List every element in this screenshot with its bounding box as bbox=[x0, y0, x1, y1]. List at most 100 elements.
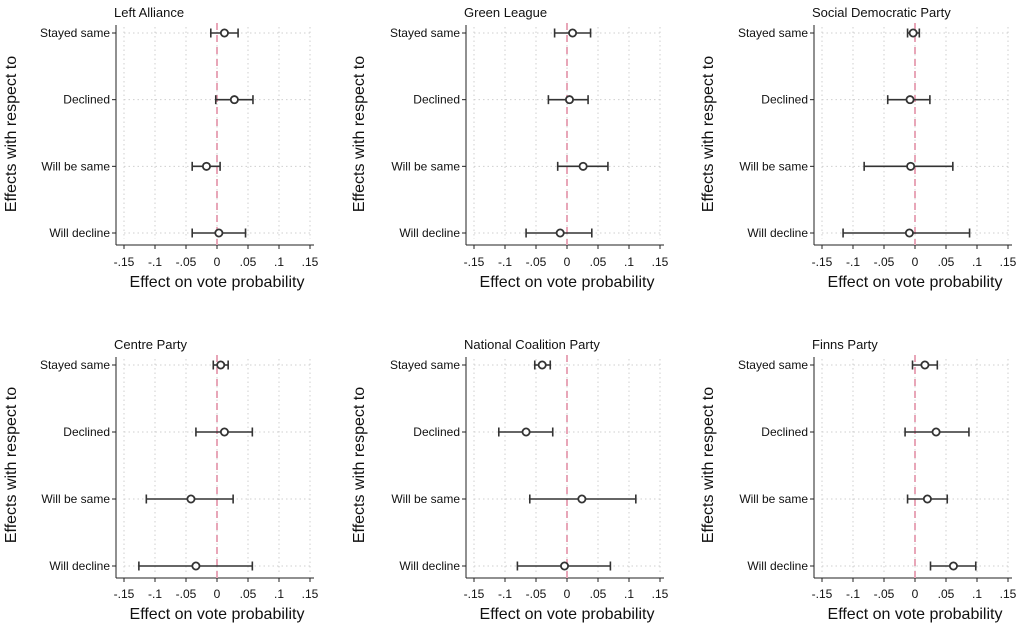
panel-centre-party: Centre Party -.15 -.1 -.05 0 .05 .1 .15 Stayed s… bbox=[3, 337, 319, 623]
x-tick-label: -.1 bbox=[846, 255, 860, 269]
point-estimate bbox=[564, 95, 574, 105]
y-tick-label: Declined bbox=[413, 93, 460, 107]
x-tick-label: -.05 bbox=[176, 587, 197, 601]
point-estimate bbox=[186, 494, 196, 504]
y-axis-label: Effects with respect to bbox=[3, 387, 20, 543]
point-estimate bbox=[577, 494, 587, 504]
y-tick-label: Stayed same bbox=[390, 26, 460, 40]
x-tick-label: .05 bbox=[590, 587, 607, 601]
x-tick-label: .1 bbox=[972, 255, 982, 269]
y-axis-label: Effects with respect to bbox=[351, 56, 368, 212]
point-estimate bbox=[191, 561, 201, 571]
x-tick-label: 0 bbox=[214, 255, 221, 269]
y-axis-label: Effects with respect to bbox=[700, 387, 717, 543]
point-estimate bbox=[906, 161, 916, 171]
y-axis-label: Effects with respect to bbox=[700, 56, 717, 212]
x-tick-label: .15 bbox=[302, 255, 319, 269]
x-axis-label: Effect on vote probability bbox=[130, 606, 305, 623]
x-tick-label: -.15 bbox=[114, 587, 135, 601]
y-tick-label: Will decline bbox=[747, 559, 808, 573]
y-tick-label: Stayed same bbox=[40, 358, 110, 372]
y-tick-label: Will be same bbox=[739, 492, 808, 506]
x-tick-label: -.05 bbox=[874, 255, 895, 269]
x-tick-label: -.15 bbox=[812, 587, 833, 601]
x-tick-label: -.1 bbox=[498, 255, 512, 269]
x-axis-label: Effect on vote probability bbox=[130, 274, 305, 291]
panel-title: National Coalition Party bbox=[464, 337, 600, 352]
x-tick-label: .15 bbox=[652, 255, 669, 269]
point-estimate bbox=[201, 161, 211, 171]
point-estimate bbox=[555, 228, 565, 238]
point-estimate bbox=[948, 561, 958, 571]
x-tick-label: .1 bbox=[274, 587, 284, 601]
y-tick-label: Stayed same bbox=[738, 26, 808, 40]
y-tick-label: Declined bbox=[63, 93, 110, 107]
point-estimate bbox=[216, 360, 226, 370]
y-tick-label: Will decline bbox=[49, 559, 110, 573]
x-tick-label: .1 bbox=[274, 255, 284, 269]
x-tick-label: .1 bbox=[624, 255, 634, 269]
panel-title: Finns Party bbox=[812, 337, 878, 352]
y-tick-label: Declined bbox=[63, 425, 110, 439]
point-estimate bbox=[568, 28, 578, 38]
x-tick-label: 0 bbox=[564, 255, 571, 269]
x-tick-label: -.15 bbox=[812, 255, 833, 269]
point-estimate bbox=[537, 360, 547, 370]
point-estimate bbox=[229, 95, 239, 105]
y-tick-label: Will decline bbox=[399, 559, 460, 573]
y-tick-label: Will decline bbox=[399, 226, 460, 240]
x-tick-label: -.1 bbox=[148, 255, 162, 269]
panel-social-democratic-party: Social Democratic Party -.15 -.1 -.05 0 .05 .1… bbox=[700, 5, 1016, 291]
x-tick-label: -.05 bbox=[526, 587, 547, 601]
y-tick-label: Declined bbox=[761, 93, 808, 107]
y-tick-label: Stayed same bbox=[390, 358, 460, 372]
x-axis-label: Effect on vote probability bbox=[828, 274, 1003, 291]
panel-title: Green League bbox=[464, 5, 547, 20]
x-axis-label: Effect on vote probability bbox=[480, 274, 655, 291]
point-estimate bbox=[920, 360, 930, 370]
point-estimate bbox=[560, 561, 570, 571]
x-tick-label: 0 bbox=[214, 587, 221, 601]
x-tick-label: .15 bbox=[652, 587, 669, 601]
y-tick-label: Will be same bbox=[41, 492, 110, 506]
point-estimate bbox=[219, 427, 229, 437]
panel-title: Left Alliance bbox=[114, 5, 184, 20]
x-tick-label: 0 bbox=[564, 587, 571, 601]
x-tick-label: .1 bbox=[972, 587, 982, 601]
y-tick-label: Stayed same bbox=[738, 358, 808, 372]
y-tick-label: Will be same bbox=[391, 159, 460, 173]
x-tick-label: -.05 bbox=[526, 255, 547, 269]
x-tick-label: .15 bbox=[1000, 255, 1016, 269]
x-tick-label: -.1 bbox=[846, 587, 860, 601]
point-estimate bbox=[521, 427, 531, 437]
y-axis-label: Effects with respect to bbox=[3, 56, 20, 212]
x-tick-label: -.15 bbox=[114, 255, 135, 269]
x-tick-label: .05 bbox=[240, 255, 257, 269]
point-estimate bbox=[905, 95, 915, 105]
x-tick-label: -.15 bbox=[464, 255, 485, 269]
y-tick-label: Stayed same bbox=[40, 26, 110, 40]
x-tick-label: .05 bbox=[938, 255, 955, 269]
x-tick-label: -.05 bbox=[874, 587, 895, 601]
x-tick-label: .05 bbox=[240, 587, 257, 601]
point-estimate bbox=[908, 28, 918, 38]
panel-left-alliance: Left Alliance -.15 -.1 -.05 0 .05 .1 .15 Stayed … bbox=[3, 5, 319, 291]
y-tick-label: Declined bbox=[413, 425, 460, 439]
y-tick-label: Will be same bbox=[739, 159, 808, 173]
point-estimate bbox=[904, 228, 914, 238]
x-tick-label: .05 bbox=[590, 255, 607, 269]
y-tick-label: Will be same bbox=[391, 492, 460, 506]
x-tick-label: -.1 bbox=[148, 587, 162, 601]
panel-national-coalition-party: National Coalition Party -.15 -.1 -.05 0 .05.… bbox=[351, 337, 669, 623]
x-tick-label: .05 bbox=[938, 587, 955, 601]
x-tick-label: .1 bbox=[624, 587, 634, 601]
point-estimate bbox=[219, 28, 229, 38]
point-estimate bbox=[578, 161, 588, 171]
point-estimate bbox=[922, 494, 932, 504]
point-estimate bbox=[931, 427, 941, 437]
y-tick-label: Will be same bbox=[41, 159, 110, 173]
point-estimate bbox=[214, 228, 224, 238]
x-tick-label: -.1 bbox=[498, 587, 512, 601]
